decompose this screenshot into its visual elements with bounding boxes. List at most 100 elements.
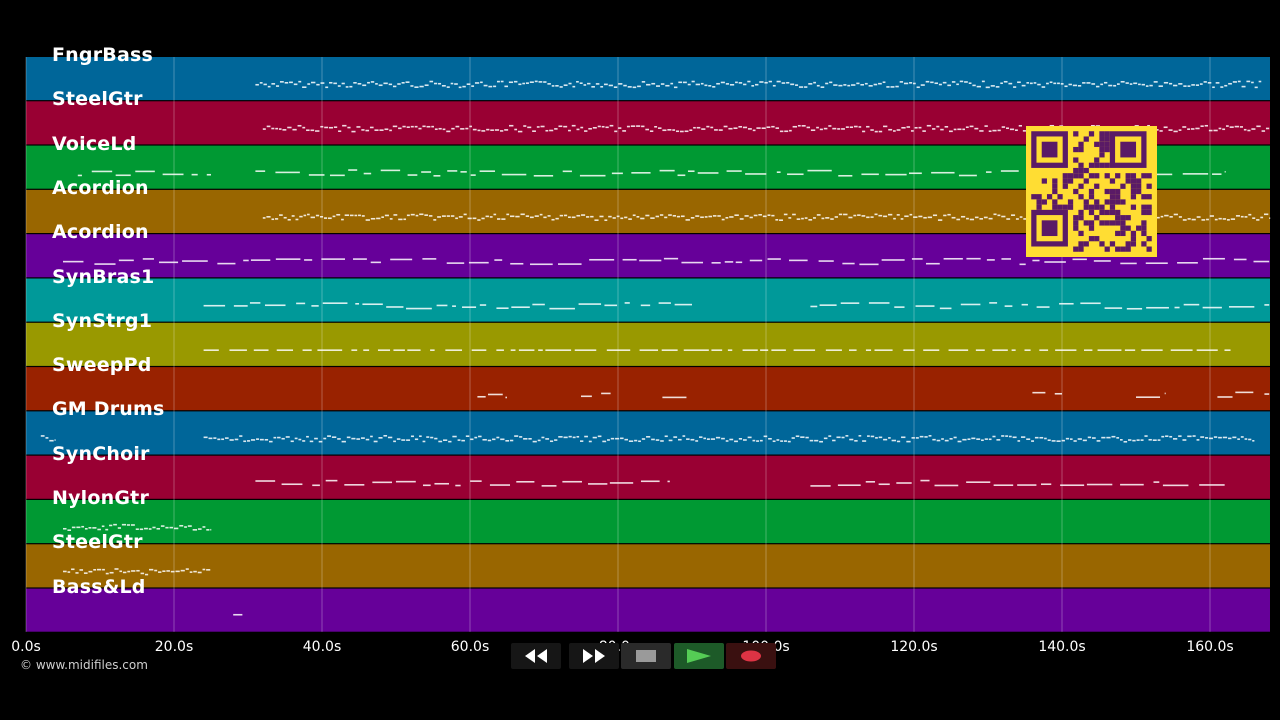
note [431, 125, 434, 128]
note [203, 304, 226, 307]
note [1069, 438, 1073, 440]
note [584, 435, 588, 438]
note [660, 440, 664, 442]
note [481, 217, 485, 220]
note [479, 170, 496, 172]
note [626, 125, 630, 128]
note [504, 85, 509, 88]
note [685, 219, 690, 221]
note [405, 81, 410, 83]
stop-button[interactable] [621, 643, 671, 669]
note [986, 259, 995, 261]
note [837, 128, 841, 130]
note [489, 484, 511, 486]
note [1237, 80, 1241, 83]
note [525, 215, 530, 217]
fast-forward-button[interactable] [569, 643, 619, 669]
note [1230, 218, 1236, 220]
note [390, 258, 413, 261]
note [1251, 81, 1254, 84]
play-button[interactable] [674, 643, 724, 669]
note [681, 261, 704, 264]
note [354, 214, 358, 217]
note [1200, 436, 1205, 438]
note [229, 349, 247, 351]
note [545, 129, 549, 132]
note [819, 440, 823, 443]
rewind-button[interactable] [511, 643, 561, 669]
note [568, 82, 572, 85]
note [834, 216, 838, 218]
note [775, 219, 779, 221]
note [378, 84, 383, 87]
note [493, 213, 497, 216]
note [1128, 439, 1132, 441]
note [584, 130, 588, 132]
note [576, 80, 579, 83]
note [264, 438, 269, 441]
note [613, 86, 618, 88]
note [1169, 435, 1173, 438]
note [321, 258, 346, 260]
note [894, 306, 905, 308]
note [1222, 218, 1227, 220]
note [136, 569, 140, 572]
note [414, 438, 419, 441]
note [113, 523, 117, 526]
note [477, 395, 486, 398]
record-button[interactable] [726, 643, 776, 669]
note [277, 436, 281, 439]
note [700, 216, 704, 219]
note [508, 81, 514, 84]
note [1264, 393, 1270, 395]
note [682, 435, 686, 437]
note [600, 85, 604, 88]
note [510, 262, 524, 265]
note [549, 440, 554, 443]
note [555, 217, 559, 220]
note [1201, 219, 1206, 221]
note [210, 528, 212, 531]
note [664, 216, 668, 219]
note [956, 218, 961, 221]
note [509, 124, 514, 127]
note [1093, 260, 1111, 262]
note [896, 129, 901, 131]
note [1164, 392, 1166, 395]
note [458, 216, 463, 218]
note [259, 438, 264, 441]
note [358, 214, 361, 217]
note [583, 84, 587, 86]
note [395, 480, 416, 483]
note [84, 527, 88, 530]
note [959, 80, 964, 83]
note [717, 215, 721, 217]
note [538, 81, 543, 83]
note [627, 86, 632, 88]
note [1160, 215, 1164, 218]
note [1145, 262, 1168, 265]
note [477, 129, 481, 132]
note [1136, 396, 1161, 398]
note [1023, 218, 1028, 220]
note [580, 440, 584, 442]
note [102, 568, 105, 571]
note [504, 129, 509, 131]
note [997, 214, 1001, 217]
note [1203, 81, 1207, 83]
note [1156, 173, 1173, 176]
note [307, 83, 311, 85]
note [389, 129, 392, 132]
note [925, 262, 940, 265]
note [433, 219, 437, 221]
note [1044, 437, 1047, 440]
note [1239, 126, 1243, 128]
note [906, 440, 911, 443]
note [744, 215, 749, 217]
note [1123, 440, 1128, 443]
note [859, 263, 879, 266]
note [273, 436, 277, 439]
note [764, 81, 768, 84]
note [308, 174, 325, 176]
note [947, 84, 952, 87]
